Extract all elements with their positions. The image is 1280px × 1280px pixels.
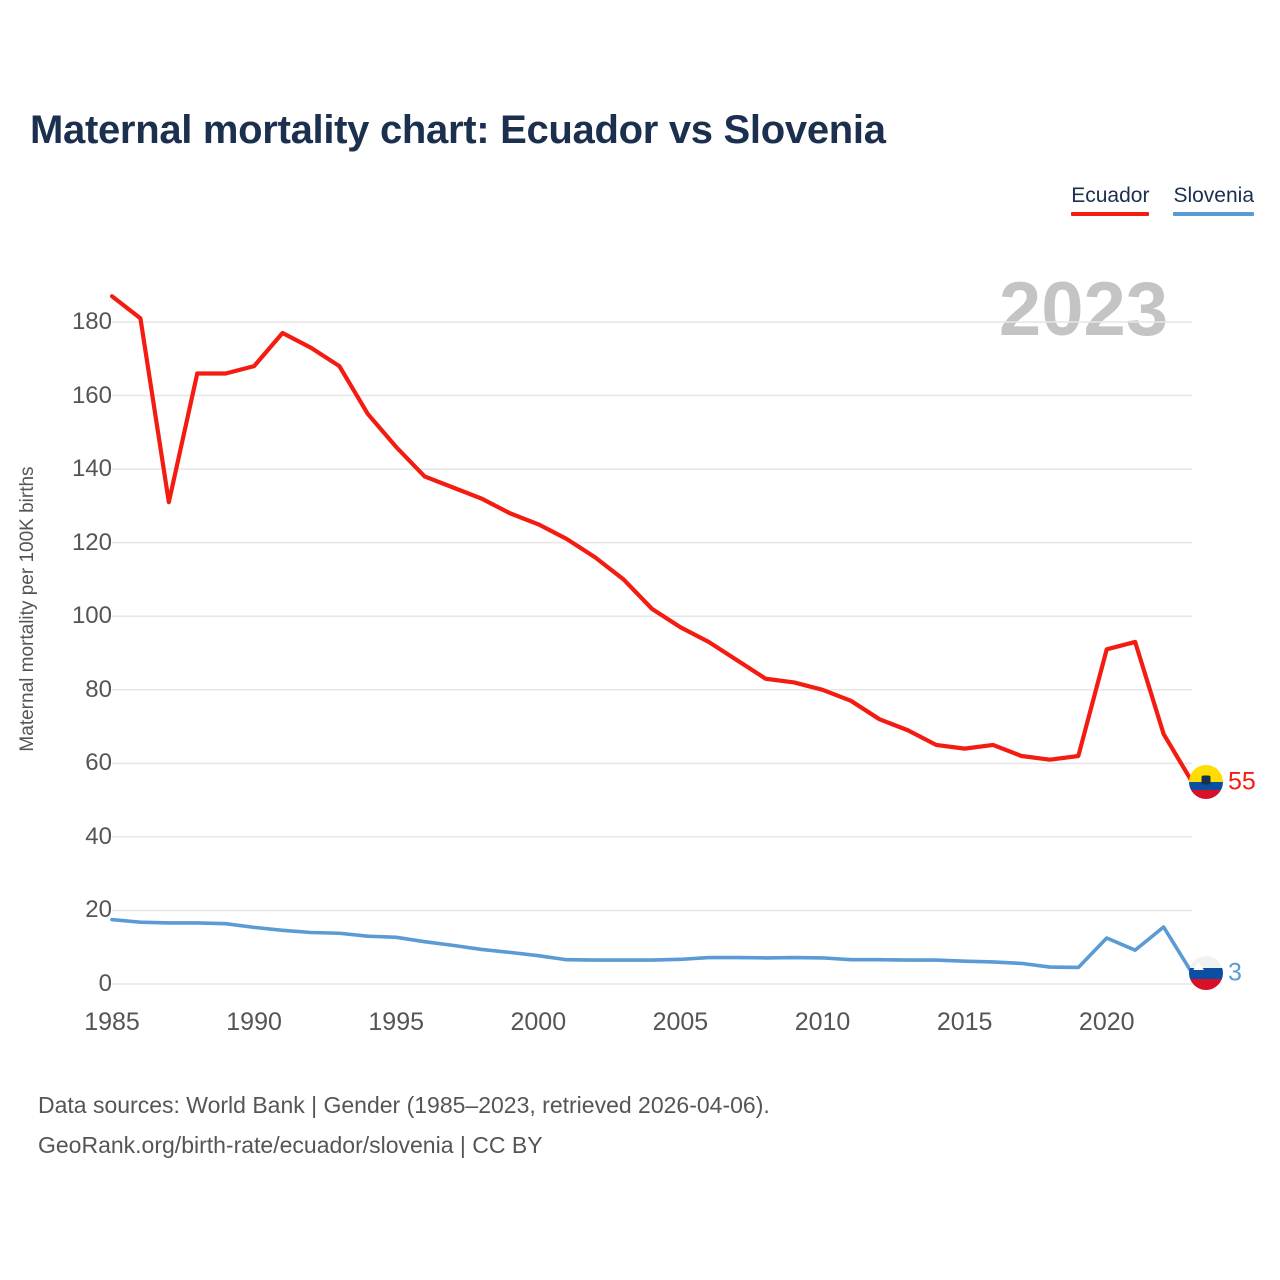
legend-label-slovenia: Slovenia <box>1173 184 1254 207</box>
x-tick-label: 1995 <box>368 1008 425 1036</box>
footer-line-2: GeoRank.org/birth-rate/ecuador/slovenia … <box>38 1132 543 1158</box>
y-tick-label: 40 <box>85 822 112 850</box>
legend-item-ecuador[interactable]: Ecuador <box>1071 183 1150 216</box>
y-tick-label: 60 <box>85 749 112 777</box>
series-line-slovenia <box>110 917 1194 975</box>
slovenia-flag-icon <box>1189 955 1223 990</box>
y-tick-label: 140 <box>71 455 112 483</box>
x-tick-label: 1985 <box>84 1008 140 1036</box>
x-tick-label: 2000 <box>510 1008 567 1036</box>
footer-credits: Data sources: World Bank | Gender (1985–… <box>38 1085 770 1165</box>
y-tick-label: 0 <box>98 970 112 997</box>
y-tick-label: 120 <box>71 528 112 556</box>
y-tick-label: 100 <box>71 602 112 630</box>
y-tick-label: 180 <box>71 308 112 335</box>
legend-swatch-slovenia <box>1173 212 1254 216</box>
x-tick-label: 2015 <box>936 1008 993 1036</box>
page-title: Maternal mortality chart: Ecuador vs Slo… <box>30 108 886 152</box>
legend-label-ecuador: Ecuador <box>1071 184 1150 207</box>
x-tick-label: 1990 <box>226 1008 282 1036</box>
y-tick-label: 20 <box>85 896 112 924</box>
legend-swatch-ecuador <box>1071 212 1150 216</box>
ecuador-flag-icon <box>1189 764 1223 799</box>
x-tick-label: 2010 <box>794 1008 851 1036</box>
x-tick-label: 2020 <box>1078 1008 1135 1036</box>
end-value-ecuador: 55 <box>1228 767 1256 796</box>
chart-legend: Ecuador Slovenia <box>1071 183 1254 216</box>
footer-line-1: Data sources: World Bank | Gender (1985–… <box>38 1092 770 1118</box>
x-tick-label: 2005 <box>652 1008 709 1036</box>
y-tick-label: 160 <box>71 381 112 409</box>
year-watermark: 2023 <box>998 267 1168 352</box>
end-value-slovenia: 3 <box>1228 958 1242 987</box>
y-tick-label: 80 <box>85 675 112 703</box>
series-line-ecuador <box>109 294 1195 784</box>
legend-item-slovenia[interactable]: Slovenia <box>1173 183 1254 216</box>
